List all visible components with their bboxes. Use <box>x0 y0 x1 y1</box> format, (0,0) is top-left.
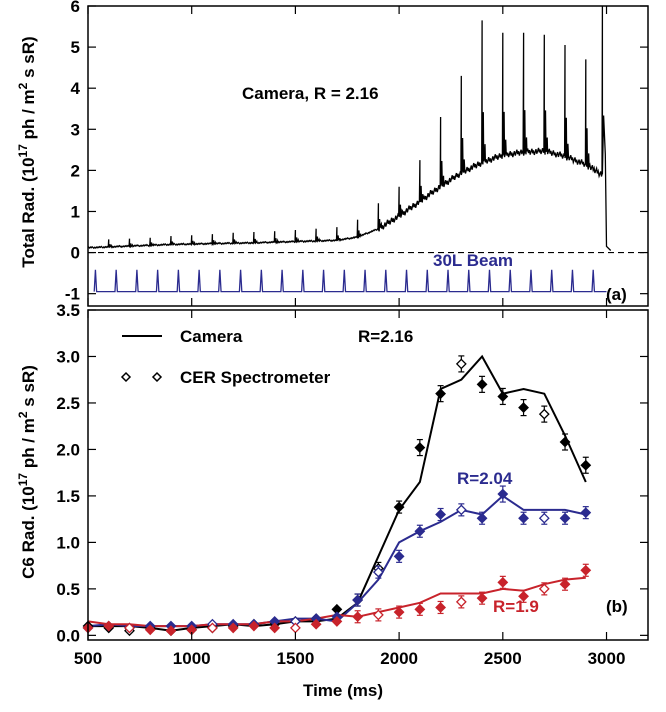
cer-point <box>476 591 488 605</box>
cer-point <box>518 511 529 525</box>
y-tick-label-a: 4 <box>71 79 81 98</box>
cer-point <box>269 622 281 634</box>
cer-point <box>497 387 509 406</box>
y-tick-label-b: 1.0 <box>56 533 80 552</box>
plot-frame-b <box>87 309 649 641</box>
cer-point <box>248 620 260 632</box>
axes-b: 0.0 0.5 1.0 1.5 2.0 2.5 3.0 3.5 500 1000 1500 2000 2… <box>56 301 649 668</box>
y-tick-label-b: 2.5 <box>56 394 80 413</box>
cer-point <box>476 511 488 525</box>
y-tick-label-a: -1 <box>65 285 80 304</box>
legend-camera-label: Camera <box>180 327 243 346</box>
y-tick-label-a: 1 <box>71 202 80 221</box>
legend-cer-label: CER Spectrometer <box>180 368 331 387</box>
cer-point <box>538 582 550 596</box>
y-tick-label-b: 3.0 <box>56 347 80 366</box>
cer-point <box>352 593 364 607</box>
y-tick-label-a: 6 <box>71 0 80 16</box>
cer-point <box>538 511 550 525</box>
axes-a: -1 0 1 2 3 4 5 6 <box>65 0 649 307</box>
legend-cer-marker-2 <box>151 371 163 383</box>
plot-frame-a <box>87 5 649 307</box>
legend-cer-marker-1 <box>120 371 132 383</box>
cer-point <box>414 438 426 457</box>
cer-point <box>518 399 529 417</box>
camera-annotation: Camera, R = 2.16 <box>242 84 379 103</box>
panel-b: 0.0 0.5 1.0 1.5 2.0 2.5 3.0 3.5 500 1000 1500 2000 2… <box>16 301 649 700</box>
cer-point <box>331 615 343 627</box>
y-tick-label-b: 0.0 <box>56 626 80 645</box>
x-tick-label: 500 <box>74 649 102 668</box>
cer-point <box>352 610 364 624</box>
cer-point <box>414 524 426 538</box>
cer-point <box>455 355 467 373</box>
cer-point <box>497 575 509 589</box>
y-tick-label-b: 1.5 <box>56 487 80 506</box>
x-tick-label: 2500 <box>484 649 522 668</box>
cer-point <box>538 405 550 423</box>
cer-point <box>372 565 384 579</box>
x-tick-label: 3000 <box>588 649 626 668</box>
cer-point <box>559 577 571 591</box>
y-tick-label-b: 0.5 <box>56 580 80 599</box>
r-label-red: R=1.9 <box>493 597 539 616</box>
cer-points <box>82 355 592 637</box>
cer-point <box>455 503 467 517</box>
y-tick-label-b: 2.0 <box>56 440 80 459</box>
cer-point <box>227 622 239 634</box>
cer-point <box>455 595 467 609</box>
x-tick-label: 1000 <box>173 649 211 668</box>
beam-annotation: 30L Beam <box>433 251 513 270</box>
cer-point <box>580 456 592 474</box>
r-label-black: R=2.16 <box>358 327 413 346</box>
cer-point <box>476 375 488 393</box>
camera-trace <box>87 5 612 251</box>
r-label-blue: R=2.04 <box>457 469 513 488</box>
cer-point <box>372 608 384 622</box>
cer-point <box>310 618 322 630</box>
cer-point <box>393 549 405 563</box>
cer-point <box>518 589 529 603</box>
y-tick-label-a: 3 <box>71 120 80 139</box>
cer-point <box>559 433 571 451</box>
cer-point <box>124 622 135 634</box>
y-tick-label-a: 5 <box>71 38 80 57</box>
cer-point <box>165 625 177 637</box>
cer-point <box>559 511 571 525</box>
cer-point <box>393 500 405 514</box>
camera-lines <box>87 354 587 632</box>
x-tick-label: 1500 <box>276 649 314 668</box>
panel-label-b: (b) <box>606 597 628 616</box>
cer-point <box>435 600 447 615</box>
cer-point <box>497 485 509 503</box>
y-axis-label-b: C6 Rad. (1017 ph / m2 s sR) <box>16 365 38 579</box>
y-axis-label-a: Total Rad. (1017 ph / m2 s sR) <box>16 36 38 267</box>
camera-trace-line <box>87 5 612 251</box>
y-tick-label-b: 3.5 <box>56 301 80 320</box>
cer-point <box>435 507 447 522</box>
y-tick-label-a: 0 <box>71 244 80 263</box>
x-tick-label: 2000 <box>380 649 418 668</box>
cer-point <box>207 622 218 634</box>
cer-point <box>289 622 301 634</box>
cer-point <box>393 605 405 619</box>
cer-point <box>144 624 156 636</box>
cer-point <box>414 602 426 616</box>
panel-label-a: (a) <box>606 285 627 304</box>
cer-point <box>580 563 592 577</box>
cer-point <box>435 385 447 403</box>
y-tick-label-a: 2 <box>71 161 80 180</box>
cer-point <box>580 506 592 520</box>
beam-pulse-line <box>93 269 607 293</box>
beam-pulse-trace <box>93 269 607 293</box>
x-axis-label: Time (ms) <box>303 681 383 700</box>
cer-point <box>103 620 115 632</box>
